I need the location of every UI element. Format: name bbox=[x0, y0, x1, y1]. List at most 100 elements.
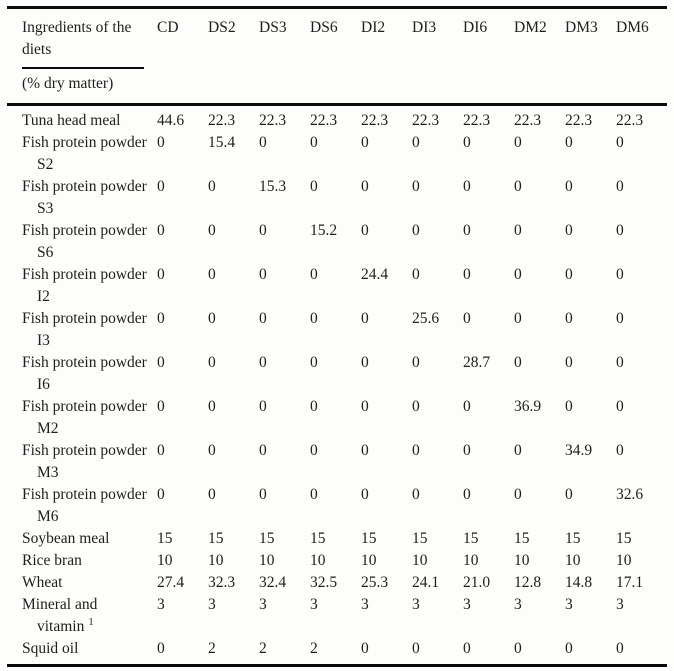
ingredient-label-cell: Fish protein powder S6 bbox=[7, 220, 157, 264]
value-cell: 15.3 bbox=[259, 178, 287, 195]
value-cell: 15.4 bbox=[208, 134, 236, 151]
value-cell: 0 bbox=[259, 354, 267, 371]
value-cell: 0 bbox=[259, 310, 267, 327]
ingredient-label-cell: Fish protein powder I3 bbox=[7, 308, 157, 352]
ingredient-label-cell: Fish protein powder I2 bbox=[7, 264, 157, 308]
footnote-marker: 1 bbox=[88, 616, 94, 628]
ingredient-label-cell: Squid oil bbox=[7, 638, 157, 666]
value-cell: 0 bbox=[565, 486, 573, 503]
value-cell: 0 bbox=[412, 398, 420, 415]
value-cell: 0 bbox=[514, 266, 522, 283]
value-cell: 3 bbox=[157, 596, 165, 613]
ingredient-name: Fish protein powder M3 bbox=[22, 442, 147, 481]
value-cell: 0 bbox=[514, 442, 522, 459]
column-header-di2: DI2 bbox=[361, 7, 412, 106]
value-cell: 15 bbox=[259, 530, 275, 547]
value-cell: 0 bbox=[361, 442, 369, 459]
value-cell: 10 bbox=[208, 552, 224, 569]
value-cell: 0 bbox=[565, 310, 573, 327]
value-cell: 0 bbox=[463, 640, 471, 657]
value-cell: 0 bbox=[310, 442, 318, 459]
value-cell: 0 bbox=[259, 266, 267, 283]
table-row: Fish protein powder M6 0 0 0 0 0 0 0 0 0 32.6 bbox=[7, 484, 667, 528]
table-row: Tuna head meal 44.6 22.3 22.3 22.3 22.3 22.3 22… bbox=[7, 105, 667, 133]
ingredient-name: Fish protein powder S6 bbox=[22, 222, 147, 261]
value-cell: 0 bbox=[361, 310, 369, 327]
value-cell: 0 bbox=[565, 354, 573, 371]
ingredient-label-cell: Wheat bbox=[7, 572, 157, 594]
value-cell: 0 bbox=[412, 486, 420, 503]
value-cell: 0 bbox=[616, 178, 624, 195]
value-cell: 0 bbox=[565, 266, 573, 283]
value-cell: 0 bbox=[412, 640, 420, 657]
value-cell: 0 bbox=[463, 134, 471, 151]
value-cell: 22.3 bbox=[310, 112, 338, 129]
ingredient-label-cell: Fish protein powder M6 bbox=[7, 484, 157, 528]
ingredient-label-cell: Mineral and vitamin 1 bbox=[7, 594, 157, 638]
table-row: Fish protein powder I3 0 0 0 0 0 25.6 0 0 0 0 bbox=[7, 308, 667, 352]
table-row: Mineral and vitamin 1 3 3 3 3 3 3 3 3 3 3 bbox=[7, 594, 667, 638]
value-cell: 10 bbox=[514, 552, 530, 569]
ingredient-name: Fish protein powder I2 bbox=[22, 266, 147, 305]
value-cell: 0 bbox=[463, 442, 471, 459]
value-cell: 0 bbox=[412, 354, 420, 371]
diet-ingredients-table: Ingredients of the diets (% dry matter) … bbox=[7, 6, 667, 667]
table-row: Fish protein powder S3 0 0 15.3 0 0 0 0 0 0 0 bbox=[7, 176, 667, 220]
value-cell: 0 bbox=[259, 222, 267, 239]
value-cell: 0 bbox=[259, 398, 267, 415]
value-cell: 32.4 bbox=[259, 574, 287, 591]
column-header-ds6: DS6 bbox=[310, 7, 361, 106]
column-group-subtitle: (% dry matter) bbox=[22, 75, 114, 92]
ingredient-label-cell: Fish protein powder I6 bbox=[7, 352, 157, 396]
value-cell: 0 bbox=[208, 442, 216, 459]
value-cell: 0 bbox=[259, 442, 267, 459]
value-cell: 3 bbox=[514, 596, 522, 613]
column-header-dm3: DM3 bbox=[565, 7, 616, 106]
value-cell: 0 bbox=[361, 486, 369, 503]
value-cell: 3 bbox=[259, 596, 267, 613]
value-cell: 10 bbox=[616, 552, 632, 569]
table-row: Fish protein powder I2 0 0 0 0 24.4 0 0 0 0 0 bbox=[7, 264, 667, 308]
column-header-ds3: DS3 bbox=[259, 7, 310, 106]
value-cell: 0 bbox=[157, 442, 165, 459]
value-cell: 44.6 bbox=[157, 112, 185, 129]
value-cell: 0 bbox=[565, 178, 573, 195]
value-cell: 25.6 bbox=[412, 310, 440, 327]
value-cell: 15 bbox=[208, 530, 224, 547]
value-cell: 0 bbox=[514, 486, 522, 503]
column-header-di6: DI6 bbox=[463, 7, 514, 106]
value-cell: 3 bbox=[565, 596, 573, 613]
header-ingredients-cell: Ingredients of the diets (% dry matter) bbox=[7, 7, 157, 106]
value-cell: 14.8 bbox=[565, 574, 593, 591]
value-cell: 0 bbox=[616, 398, 624, 415]
table-row: Wheat 27.4 32.3 32.4 32.5 25.3 24.1 21.0 12.8 14.… bbox=[7, 572, 667, 594]
table-row: Fish protein powder M3 0 0 0 0 0 0 0 0 34.9 0 bbox=[7, 440, 667, 484]
table-row: Fish protein powder I6 0 0 0 0 0 0 28.7 0 0 0 bbox=[7, 352, 667, 396]
ingredient-name: Wheat bbox=[22, 574, 63, 591]
ingredient-label-cell: Fish protein powder S2 bbox=[7, 132, 157, 176]
value-cell: 10 bbox=[412, 552, 428, 569]
header-row: Ingredients of the diets (% dry matter) … bbox=[7, 7, 667, 106]
value-cell: 3 bbox=[463, 596, 471, 613]
column-header-dm6: DM6 bbox=[616, 7, 667, 106]
value-cell: 0 bbox=[565, 640, 573, 657]
value-cell: 0 bbox=[208, 310, 216, 327]
value-cell: 0 bbox=[310, 266, 318, 283]
value-cell: 10 bbox=[361, 552, 377, 569]
value-cell: 0 bbox=[514, 354, 522, 371]
table-row: Soybean meal 15 15 15 15 15 15 15 15 15 15 bbox=[7, 528, 667, 550]
ingredient-label-cell: Soybean meal bbox=[7, 528, 157, 550]
ingredient-label-cell: Fish protein powder S3 bbox=[7, 176, 157, 220]
value-cell: 22.3 bbox=[361, 112, 389, 129]
value-cell: 0 bbox=[361, 178, 369, 195]
value-cell: 0 bbox=[463, 178, 471, 195]
value-cell: 0 bbox=[310, 398, 318, 415]
value-cell: 0 bbox=[361, 398, 369, 415]
value-cell: 0 bbox=[412, 134, 420, 151]
value-cell: 0 bbox=[616, 134, 624, 151]
ingredient-name: Fish protein powder I3 bbox=[22, 310, 147, 349]
ingredient-name: Mineral and vitamin bbox=[22, 596, 98, 635]
value-cell: 0 bbox=[310, 178, 318, 195]
table-row: Squid oil 0 2 2 2 0 0 0 0 0 0 bbox=[7, 638, 667, 666]
